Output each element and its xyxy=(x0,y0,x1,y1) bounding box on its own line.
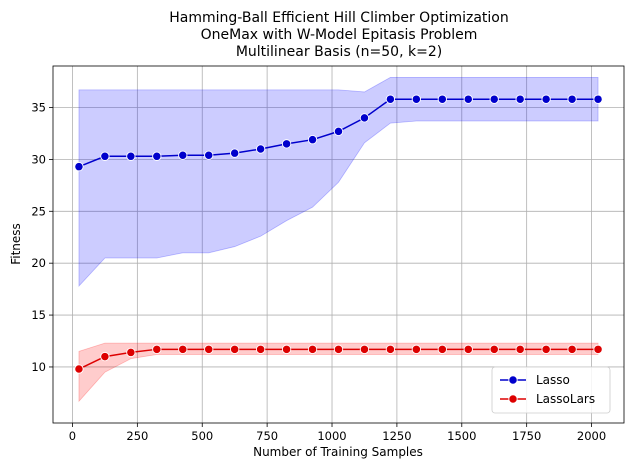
lasso-point xyxy=(178,150,188,160)
lasso-point xyxy=(463,94,473,104)
x-tick-label: 2000 xyxy=(577,429,606,443)
lasso-point xyxy=(385,94,396,104)
lassolars-legend-marker xyxy=(508,394,518,404)
lassolars-point xyxy=(541,344,551,354)
lasso-point xyxy=(359,113,370,123)
lassolars-point xyxy=(333,344,344,354)
y-tick-label: 10 xyxy=(31,360,46,374)
lassolars-point xyxy=(74,364,84,374)
lassolars-point xyxy=(178,344,188,354)
title-line-2: OneMax with W-Model Epitasis Problem xyxy=(201,27,478,43)
lasso-point xyxy=(437,94,447,104)
x-tick-label: 750 xyxy=(256,429,278,443)
title-line-1: Hamming-Ball Efficient Hill Climber Opti… xyxy=(169,10,509,26)
lasso-point xyxy=(74,162,84,172)
lasso-point xyxy=(126,151,136,161)
x-tick-label: 1500 xyxy=(447,429,476,443)
lassolars-point xyxy=(593,344,603,354)
lasso-point xyxy=(152,151,162,161)
lassolars-point xyxy=(463,344,473,354)
x-tick-label: 0 xyxy=(69,429,76,443)
lasso-point xyxy=(567,94,577,104)
y-axis-label: Fitness xyxy=(9,223,23,265)
lassolars-point xyxy=(100,351,110,362)
plot-area-frame xyxy=(52,65,625,424)
x-tick-label: 1750 xyxy=(512,429,541,443)
x-tick-label: 1250 xyxy=(382,429,411,443)
lassolars-point xyxy=(255,344,266,354)
lasso-point xyxy=(307,135,318,145)
y-tick-label: 35 xyxy=(31,101,46,115)
chart-title: Hamming-Ball Efficient Hill Climber Opti… xyxy=(169,10,509,60)
lasso-point xyxy=(255,144,266,154)
lasso-legend-marker xyxy=(508,375,518,385)
lassolars-point xyxy=(307,344,318,354)
lassolars-point xyxy=(385,344,396,354)
series-points xyxy=(74,94,603,374)
y-tick-label: 30 xyxy=(31,152,46,166)
legend: Lasso LassoLars xyxy=(491,366,611,414)
lasso-point xyxy=(489,94,499,104)
lassolars-point xyxy=(281,344,292,354)
lassolars-point xyxy=(411,344,422,354)
lassolars-point xyxy=(359,344,370,354)
y-tick-label: 25 xyxy=(31,204,46,218)
x-tick-label: 250 xyxy=(126,429,148,443)
lassolars-point xyxy=(152,344,162,354)
y-tick-label: 20 xyxy=(31,256,46,270)
lassolars-point xyxy=(204,344,214,354)
lasso-point xyxy=(515,94,525,104)
lasso-confidence-band xyxy=(78,77,599,288)
lasso-point xyxy=(411,94,422,104)
lassolars-point xyxy=(126,347,136,358)
lassolars-point xyxy=(437,344,447,354)
lasso-point xyxy=(204,150,214,160)
lasso-point xyxy=(230,148,240,158)
lassolars-point xyxy=(489,344,499,354)
title-line-3: Multilinear Basis (n=50, k=2) xyxy=(236,44,442,60)
axis-ticks: 0 250 500 750 1000 1250 1500 1750 2000 10 15 20 25 30… xyxy=(31,101,606,443)
lasso-point xyxy=(541,94,551,104)
lassolars-point xyxy=(230,344,240,354)
lasso-legend-label: Lasso xyxy=(536,373,570,387)
lassolars-point xyxy=(515,344,525,354)
x-tick-label: 500 xyxy=(191,429,213,443)
lasso-point xyxy=(333,126,344,137)
x-tick-label: 1000 xyxy=(317,429,346,443)
grid xyxy=(53,66,624,423)
lasso-point xyxy=(100,151,110,161)
y-tick-label: 15 xyxy=(31,308,46,322)
lassolars-legend-label: LassoLars xyxy=(536,392,595,406)
legend-box xyxy=(491,366,611,414)
lassolars-point xyxy=(567,344,577,354)
x-axis-label: Number of Training Samples xyxy=(253,445,423,459)
lasso-point xyxy=(593,94,603,104)
lasso-point xyxy=(281,139,292,149)
